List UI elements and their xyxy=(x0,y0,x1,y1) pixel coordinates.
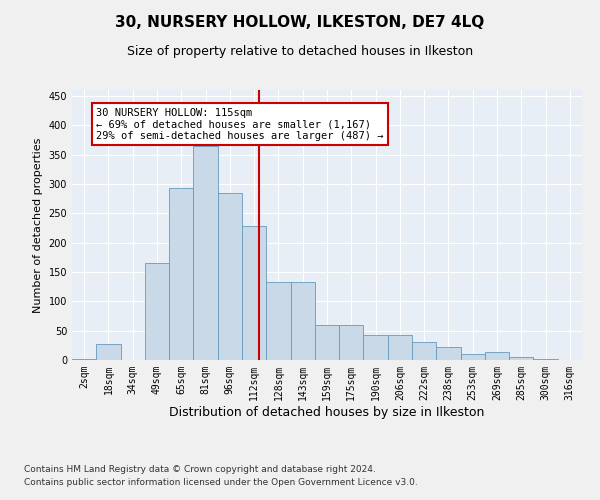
Bar xyxy=(72,359,96,360)
Bar xyxy=(533,359,558,360)
Bar xyxy=(169,188,193,360)
Text: Contains HM Land Registry data © Crown copyright and database right 2024.: Contains HM Land Registry data © Crown c… xyxy=(24,466,376,474)
Bar xyxy=(290,282,315,360)
Y-axis label: Number of detached properties: Number of detached properties xyxy=(33,138,43,312)
Text: 30, NURSERY HOLLOW, ILKESTON, DE7 4LQ: 30, NURSERY HOLLOW, ILKESTON, DE7 4LQ xyxy=(115,15,485,30)
Bar xyxy=(266,282,290,360)
Bar xyxy=(96,344,121,360)
Text: Contains public sector information licensed under the Open Government Licence v3: Contains public sector information licen… xyxy=(24,478,418,487)
Bar xyxy=(388,336,412,360)
Bar xyxy=(436,347,461,360)
Bar xyxy=(145,263,169,360)
Bar xyxy=(218,192,242,360)
Bar xyxy=(364,336,388,360)
Bar xyxy=(485,352,509,360)
Bar xyxy=(315,326,339,360)
Bar xyxy=(193,146,218,360)
Text: 30 NURSERY HOLLOW: 115sqm
← 69% of detached houses are smaller (1,167)
29% of se: 30 NURSERY HOLLOW: 115sqm ← 69% of detac… xyxy=(96,108,384,141)
Bar xyxy=(242,226,266,360)
Text: Size of property relative to detached houses in Ilkeston: Size of property relative to detached ho… xyxy=(127,45,473,58)
Bar xyxy=(339,326,364,360)
X-axis label: Distribution of detached houses by size in Ilkeston: Distribution of detached houses by size … xyxy=(169,406,485,418)
Bar xyxy=(509,357,533,360)
Bar xyxy=(461,354,485,360)
Bar xyxy=(412,342,436,360)
